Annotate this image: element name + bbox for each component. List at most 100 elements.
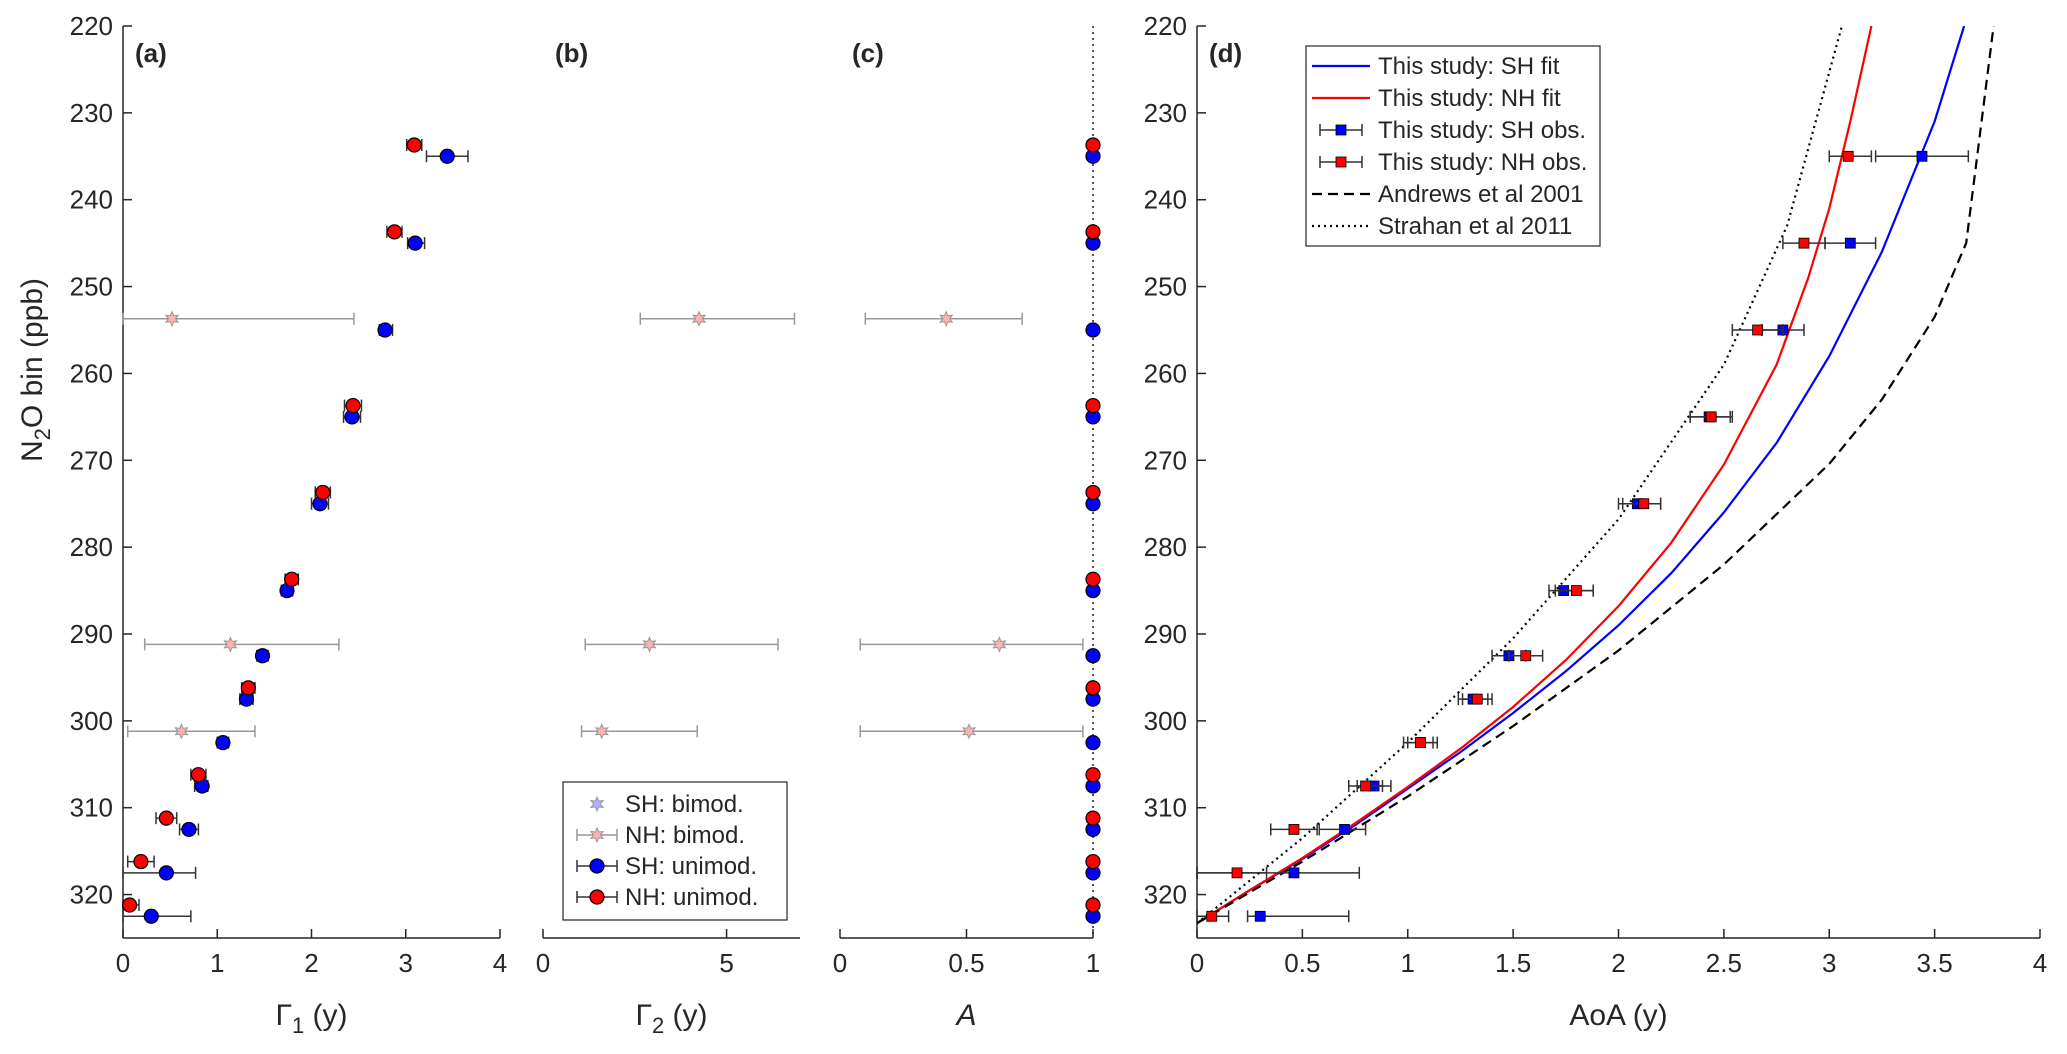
legend: SH: bimod. NH: bimod. SH: unimod. NH: unimo…: [562, 781, 788, 921]
panel-tag: (a): [135, 38, 167, 68]
x-axis-label-rest: (y): [304, 999, 347, 1032]
data-point: [1798, 237, 1810, 249]
data-point: [1414, 737, 1426, 748]
data-point: [594, 723, 609, 740]
data-point: [190, 767, 206, 783]
y-tick-label: 250: [70, 272, 113, 302]
legend-label: Andrews et al 2001: [1378, 181, 1583, 208]
y-axis-label-subscript: 2: [30, 428, 55, 440]
y-axis-label: N2O bin (ppb): [16, 278, 55, 462]
data-point: [1085, 397, 1101, 414]
x-tick-label: 4: [493, 948, 507, 978]
data-point: [158, 865, 174, 881]
data-point: [1916, 150, 1928, 162]
data-point: [406, 137, 422, 153]
y-tick-label: 260: [70, 358, 113, 388]
data-point: [1085, 322, 1101, 338]
data-point: [174, 723, 189, 740]
data-point: [1085, 224, 1101, 240]
x-tick-label: 0: [833, 948, 847, 978]
data-point: [377, 322, 393, 338]
data-point: [1471, 693, 1483, 705]
data-point: [386, 224, 403, 240]
x-tick-label: 1.5: [1495, 948, 1531, 978]
y-axis-label-main: N: [16, 440, 49, 462]
line-this-study-sh-fit: [1197, 26, 1966, 925]
data-point: [691, 310, 707, 327]
legend-label: Strahan et al 2011: [1378, 213, 1572, 240]
x-axis-label-main: AoA (y): [1569, 999, 1667, 1032]
y-tick-label: 270: [1144, 445, 1187, 475]
legend-label: NH: bimod.: [625, 822, 745, 849]
y-tick-label: 230: [1144, 98, 1187, 128]
x-tick-label: 2: [304, 948, 318, 978]
series-sh-unimod-: [122, 148, 469, 924]
series-this-study-nh-obs-: [1196, 150, 1873, 923]
y-tick-label: 220: [70, 11, 113, 41]
data-point: [1638, 498, 1650, 510]
x-tick-label: 5: [719, 948, 733, 978]
x-tick-label: 3.5: [1917, 948, 1953, 978]
series-nh-bimod-: [122, 310, 355, 740]
x-tick-label: 0: [1190, 948, 1204, 978]
y-tick-label: 280: [70, 532, 113, 562]
x-axis-label-main: A: [954, 999, 976, 1032]
data-point: [1231, 867, 1243, 879]
x-tick-label: 4: [2033, 948, 2047, 978]
x-tick-label: 3: [1822, 948, 1836, 978]
data-point: [345, 397, 361, 414]
y-tick-label: 300: [70, 706, 113, 736]
x-tick-label: 3: [399, 948, 413, 978]
x-axis-label: AoA (y): [1569, 999, 1667, 1032]
y-tick-label: 320: [70, 880, 113, 910]
x-tick-label: 1: [1086, 948, 1100, 978]
legend-marker: [589, 826, 605, 844]
y-tick-label: 240: [1144, 185, 1187, 215]
x-tick-label: 0.5: [1284, 948, 1320, 978]
series-this-study-sh-obs-: [1196, 150, 1970, 923]
data-point: [1288, 824, 1300, 835]
legend-label: SH: bimod.: [625, 791, 744, 818]
legend-label: NH: unimod.: [625, 884, 758, 911]
legend-marker: [589, 858, 605, 874]
data-point: [1842, 150, 1854, 162]
x-tick-label: 0: [536, 948, 550, 978]
y-tick-label: 290: [70, 619, 113, 649]
data-point: [961, 723, 977, 740]
legend-marker: [1335, 124, 1347, 136]
data-point: [1206, 910, 1218, 922]
y-tick-label: 270: [70, 445, 113, 475]
data-point: [1085, 767, 1101, 783]
data-point: [1520, 650, 1532, 662]
data-point: [164, 310, 180, 327]
y-tick-label: 310: [1144, 793, 1187, 823]
data-point: [1752, 324, 1763, 336]
y-tick-label: 310: [70, 793, 113, 823]
x-axis-label-subscript: 1: [292, 1013, 304, 1038]
legend-box: [1305, 45, 1601, 247]
x-axis-label: Γ2 (y): [635, 999, 707, 1038]
legend-marker: [589, 889, 605, 905]
data-point: [158, 810, 174, 826]
x-tick-label: 2: [1611, 948, 1625, 978]
data-point: [315, 484, 331, 501]
data-point: [1339, 824, 1350, 835]
data-point: [133, 853, 149, 870]
x-tick-label: 0: [116, 948, 130, 978]
x-tick-label: 0.5: [948, 948, 984, 978]
data-point: [642, 636, 657, 653]
x-tick-label: 1: [210, 948, 224, 978]
x-axis-label-subscript: 2: [652, 1013, 664, 1038]
legend-marker: [1335, 156, 1347, 168]
y-tick-label: 280: [1144, 532, 1187, 562]
data-point: [1085, 484, 1101, 501]
data-point: [1570, 585, 1582, 596]
data-point: [1085, 680, 1101, 696]
x-axis-label-main: Γ: [275, 999, 292, 1032]
data-point: [240, 680, 256, 696]
data-point: [181, 821, 197, 838]
y-tick-label: 260: [1144, 358, 1187, 388]
data-point: [1085, 137, 1101, 153]
x-tick-label: 1: [1401, 948, 1415, 978]
